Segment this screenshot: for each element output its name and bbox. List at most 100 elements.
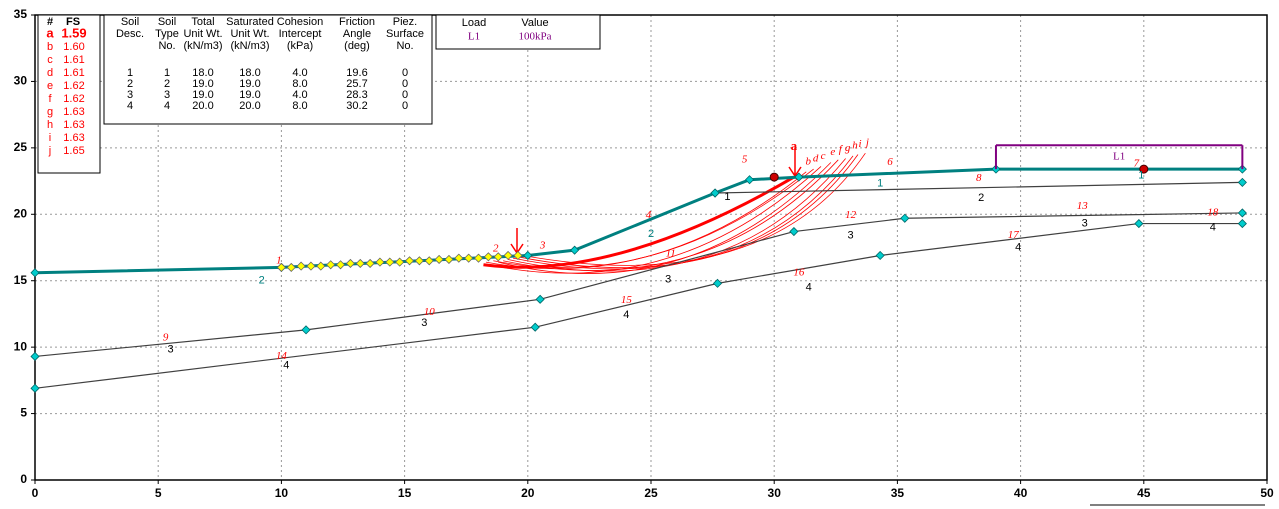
search-point (473, 253, 484, 263)
load-cell: L1 (468, 31, 480, 43)
soil-header: Intercept (279, 28, 322, 40)
search-point (404, 256, 415, 266)
soil-cell: 0 (402, 67, 408, 79)
boundary-point (794, 172, 804, 182)
soil-cell: 0 (402, 89, 408, 101)
x-tick-label: 0 (32, 486, 39, 500)
point-label: 11 (666, 248, 676, 260)
soil-cell: 19.0 (239, 89, 260, 101)
boundary-point (1237, 219, 1247, 229)
search-point (424, 256, 434, 266)
point-label: 3 (539, 240, 546, 252)
fs-cell: f (48, 93, 52, 105)
soil-header: Total (191, 16, 214, 28)
load-label: L1 (1113, 151, 1125, 163)
soil-cell: 0 (402, 78, 408, 90)
y-tick-label: 15 (14, 273, 28, 287)
search-point (483, 252, 493, 262)
soil-header: Friction (339, 16, 375, 28)
fs-cell: 1.61 (63, 67, 84, 79)
soil-header: Desc. (116, 28, 144, 40)
soil-header: No. (396, 40, 413, 52)
boundary-point (1237, 208, 1247, 218)
point-label: 10 (424, 306, 436, 318)
point-label: 1 (724, 191, 730, 203)
fs-cell: i (49, 132, 51, 144)
point-label: 1 (877, 178, 883, 190)
failure-surface (488, 166, 822, 274)
y-tick-label: 20 (14, 206, 28, 220)
circle-label: a (791, 138, 798, 153)
point-label: 3 (1082, 217, 1088, 229)
circle-label: e (830, 146, 835, 158)
boundary-line (34, 212, 1243, 358)
soil-cell: 4 (127, 100, 133, 112)
soil-header: (deg) (344, 40, 370, 52)
soil-cell: 19.0 (239, 78, 260, 90)
circle-label: b (805, 155, 811, 167)
point-label: 4 (646, 209, 652, 221)
fs-cell: g (47, 106, 53, 118)
boundary-point (712, 278, 723, 288)
y-tick-label: 25 (14, 140, 28, 154)
circle-label: d (813, 153, 819, 165)
boundary-point (875, 250, 885, 261)
search-point (306, 261, 316, 271)
point-label: 2 (493, 242, 499, 254)
circle-label: h (852, 139, 858, 151)
failure-surface (522, 152, 866, 266)
point-label: 3 (167, 344, 173, 356)
point-label: 8 (976, 172, 982, 184)
circle-label: j (864, 137, 869, 149)
load-cell: 100kPa (519, 31, 552, 43)
fs-cell: d (47, 67, 53, 79)
soil-cell: 19.0 (192, 89, 213, 101)
boundary-point (710, 188, 720, 198)
x-tick-label: 25 (644, 486, 658, 500)
circle-label: i (858, 138, 861, 150)
point-label: 12 (845, 209, 857, 221)
soil-header: Unit Wt. (183, 28, 222, 40)
soil-header: Angle (343, 28, 371, 40)
point-label: 4 (806, 281, 812, 293)
boundary-point (530, 322, 540, 332)
boundary-point (789, 226, 799, 237)
fs-cell: 1.61 (63, 54, 84, 66)
search-point (464, 253, 474, 263)
search-point (434, 254, 444, 265)
soil-cell: 3 (164, 89, 170, 101)
soil-cell: 18.0 (192, 67, 213, 79)
fs-cell: 1.62 (63, 80, 84, 92)
point-label: 16 (793, 266, 805, 278)
fs-cell: 1.65 (63, 145, 84, 157)
soil-header: Surface (386, 28, 424, 40)
fs-cell: 1.63 (63, 132, 84, 144)
failure-surface (512, 155, 854, 270)
point-label: 2 (978, 192, 984, 204)
soil-header: Saturated (226, 16, 274, 28)
soil-header: Piez. (393, 16, 417, 28)
search-point (286, 262, 296, 272)
soil-header: Type (155, 28, 179, 40)
y-tick-label: 10 (14, 339, 28, 353)
y-tick-label: 35 (14, 7, 28, 21)
soil-cell: 2 (127, 78, 133, 90)
soil-cell: 0 (402, 100, 408, 112)
y-tick-label: 30 (14, 74, 28, 88)
fs-cell: 1.63 (63, 106, 84, 118)
boundary-line (34, 222, 1243, 389)
soil-cell: 2 (164, 78, 170, 90)
search-point (316, 261, 326, 271)
fs-cell: 1.60 (63, 41, 84, 53)
x-tick-label: 40 (1014, 486, 1028, 500)
point-label: 1 (276, 254, 282, 266)
soil-header: Unit Wt. (230, 28, 269, 40)
search-point (414, 256, 424, 266)
soil-cell: 20.0 (239, 100, 260, 112)
point-label: 4 (1015, 241, 1021, 253)
soil-header: (kPa) (287, 40, 313, 52)
point-label: 2 (259, 275, 265, 287)
search-point (345, 258, 355, 269)
search-point (503, 250, 513, 261)
boundary-point (301, 325, 311, 335)
